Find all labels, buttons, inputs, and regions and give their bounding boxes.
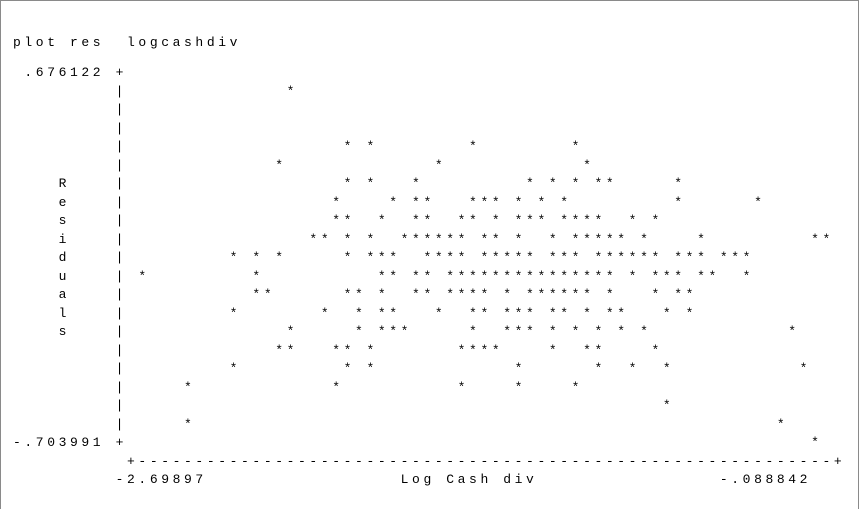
plot-line: e | * * ** *** * * * * * [13,194,766,210]
plot-line: u | * * ** ** *************** * *** ** * [13,268,755,284]
plot-line: | * [13,83,299,99]
command-line: plot res logcashdiv [13,35,242,50]
plot-line: .676122 + [13,65,128,80]
plot-line: a | ** ** * ** **** * ****** * * ** [13,287,698,302]
plot-line: R | * * * * * * ** * [13,176,686,191]
plot-line: | [13,120,128,136]
plot-line: -2.69897 Log Cash div -.088842 [13,472,812,487]
plot-line: | ** ** * **** * ** * [13,342,663,358]
plot-line: | * * * * * [13,379,584,395]
plot-line: | [13,102,128,117]
text-plot: .676122 + | * | | | * * * * | * * * R | … [13,64,845,490]
plot-line: i | ** * * ****** ** * * ***** * * ** [13,231,834,247]
plot-line: d | * * * * *** **** ***** *** ****** **… [13,250,755,265]
plot-line: -.703991 + * [13,435,823,450]
plot-line: s | ** * ** ** * *** **** * * [13,213,663,228]
plot-line: +---------------------------------------… [13,453,846,469]
plot-line: | * * [13,416,789,432]
plot-line: | * * * * [13,139,584,154]
plot-line: l | * * * ** * ** *** ** * ** * * [13,305,698,321]
plot-line: s | * * *** * *** * * * * * * [13,324,800,339]
plot-line: | * * * [13,157,595,173]
plot-line: | * [13,398,675,413]
plot-line: | * * * * * * * * [13,361,812,376]
